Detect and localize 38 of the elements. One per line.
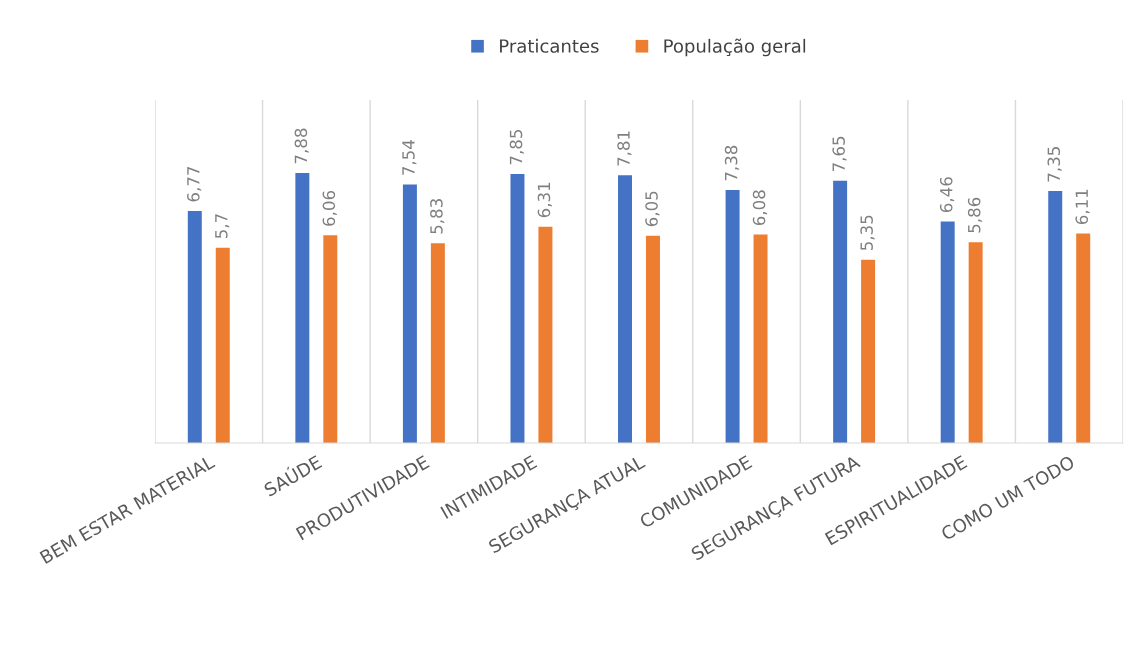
- bar: [402, 184, 417, 443]
- data-label: 7,85: [509, 129, 524, 165]
- data-label: 6,31: [537, 182, 552, 218]
- bar: [861, 259, 876, 443]
- bar: [968, 242, 983, 443]
- data-label: 7,88: [294, 128, 309, 164]
- bar: [645, 235, 660, 443]
- data-label: 6,11: [1075, 189, 1090, 225]
- bar: [753, 234, 768, 443]
- bar: [725, 190, 740, 443]
- bar: [430, 243, 445, 443]
- legend-label: População geral: [664, 38, 806, 57]
- data-label: 6,77: [187, 166, 202, 202]
- bar: [295, 172, 310, 443]
- bar: [940, 221, 955, 443]
- bar: [215, 247, 230, 443]
- data-label: 5,83: [430, 199, 445, 234]
- bar: [833, 180, 848, 443]
- bar: [618, 175, 633, 443]
- data-label: 6,08: [752, 190, 768, 226]
- bar: [323, 235, 338, 443]
- data-label: 7,65: [832, 136, 847, 172]
- data-label: 7,38: [724, 145, 740, 181]
- bar: [1076, 233, 1091, 443]
- data-label: 5,86: [967, 197, 983, 233]
- data-label: 7,81: [617, 131, 632, 166]
- bar: [187, 210, 202, 443]
- legend-label: Praticantes: [500, 38, 599, 53]
- data-label: 7,35: [1047, 147, 1062, 182]
- data-label: 6,46: [939, 177, 955, 213]
- data-label: 5,35: [860, 215, 875, 251]
- data-label: 6,05: [645, 191, 660, 227]
- data-label: 6,06: [322, 190, 337, 226]
- bar: [538, 226, 553, 443]
- bar: [1048, 191, 1063, 443]
- data-label: 5,7: [215, 214, 230, 239]
- bar: [510, 173, 525, 443]
- data-label: 7,54: [402, 140, 417, 175]
